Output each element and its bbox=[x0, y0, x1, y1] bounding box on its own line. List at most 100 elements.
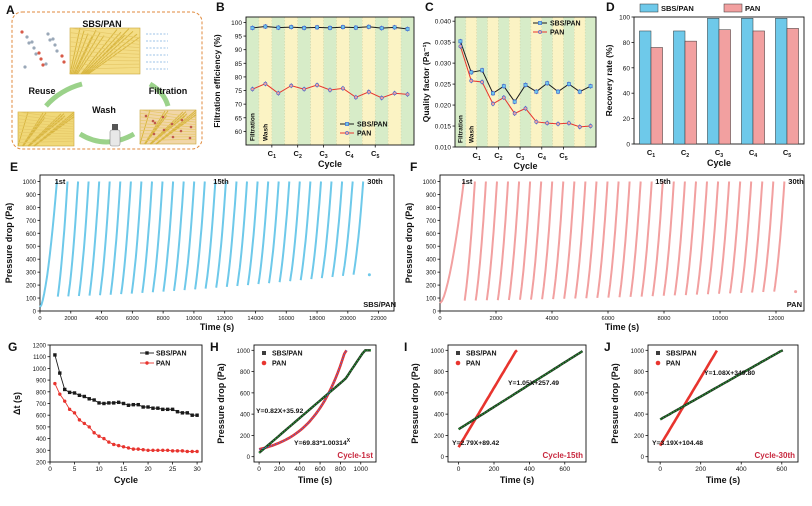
data-point bbox=[276, 91, 281, 96]
plot-frame bbox=[49, 344, 203, 463]
pressure-cycle-6 bbox=[99, 181, 111, 296]
fiber bbox=[17, 118, 75, 125]
left-membrane bbox=[17, 111, 75, 147]
band bbox=[349, 17, 363, 145]
pressure-cycle-22 bbox=[684, 181, 697, 296]
data-point bbox=[77, 418, 82, 422]
pressure-cycle-3 bbox=[67, 181, 80, 297]
cycle-subscript: 1 bbox=[478, 156, 481, 162]
data-point bbox=[501, 84, 506, 89]
cycle-subscript: 4 bbox=[754, 153, 757, 159]
band-label-wash: Wash bbox=[468, 126, 475, 143]
y-tick-label: 200 bbox=[26, 284, 37, 290]
fit-equation: Y=1.05X+257.49 bbox=[508, 380, 559, 387]
particle bbox=[153, 121, 157, 125]
x-tick-label: 0 bbox=[48, 466, 52, 473]
band bbox=[552, 17, 564, 147]
data-point bbox=[469, 70, 474, 75]
data-point bbox=[77, 393, 82, 398]
data-point bbox=[250, 87, 255, 92]
data-point bbox=[87, 397, 91, 401]
pressure-cycle-17 bbox=[629, 181, 642, 298]
data-point bbox=[112, 442, 116, 447]
pressure-cycle-13 bbox=[173, 181, 185, 292]
data-point bbox=[366, 24, 371, 29]
band bbox=[375, 17, 389, 145]
data-point bbox=[165, 448, 170, 452]
y-axis-title: Filtration efficiency (%) bbox=[212, 34, 222, 128]
cycle-letter: C bbox=[345, 149, 351, 158]
pressure-cycle-4 bbox=[77, 181, 90, 297]
x-axis-title: Cycle bbox=[318, 159, 342, 169]
pressure-cycle-28 bbox=[331, 181, 344, 278]
data-point bbox=[146, 448, 150, 452]
data-point bbox=[276, 25, 281, 30]
y-tick-label: 600 bbox=[26, 232, 37, 238]
panel-c-chart: C 0.010 0.015 0.020 0.025 0.030 0.035 0.040 Filt… bbox=[421, 0, 597, 171]
y-tick-label: 900 bbox=[36, 379, 47, 385]
data-point bbox=[556, 89, 560, 94]
fiber bbox=[17, 111, 75, 120]
cycle-letter: C bbox=[715, 148, 721, 157]
spray-nozzle bbox=[112, 124, 118, 130]
x-tick-label: 0 bbox=[438, 316, 441, 322]
data-point bbox=[534, 119, 539, 124]
pressure-cycle-26 bbox=[729, 181, 742, 294]
legend-label: PAN bbox=[745, 4, 760, 13]
pressure-cycle-14 bbox=[183, 181, 196, 291]
legend-label: SBS/PAN bbox=[550, 21, 581, 28]
band bbox=[246, 17, 259, 145]
pressure-cycle-9 bbox=[541, 181, 554, 300]
panel-letter: F bbox=[410, 160, 417, 174]
category-label: C4 bbox=[749, 148, 757, 159]
pressure-cycle-12 bbox=[574, 181, 587, 299]
particle bbox=[189, 125, 193, 129]
y-tick-label: 65 bbox=[235, 115, 243, 122]
y-tick-label: 800 bbox=[26, 206, 37, 212]
y-tick-label: 500 bbox=[426, 245, 437, 251]
data-point bbox=[458, 44, 463, 49]
pressure-cycle-23 bbox=[695, 181, 708, 295]
data-point bbox=[405, 92, 410, 97]
fiber bbox=[69, 46, 141, 52]
particle bbox=[20, 30, 24, 34]
sbs-pan-fit-line bbox=[458, 350, 583, 430]
wash-arrow bbox=[78, 131, 136, 145]
y-tick-label: 0.030 bbox=[435, 61, 452, 68]
particle bbox=[25, 35, 29, 39]
data-point bbox=[512, 111, 517, 116]
band bbox=[388, 17, 402, 145]
cycle-letter: C bbox=[538, 151, 544, 160]
x-tick-label: 4000 bbox=[546, 316, 559, 322]
cycle-letter: C bbox=[294, 149, 300, 158]
category-label: C1 bbox=[647, 148, 655, 159]
data-point bbox=[145, 351, 149, 355]
pressure-cycle-15 bbox=[607, 181, 620, 298]
y-tick-label: 400 bbox=[634, 413, 645, 419]
data-point bbox=[392, 25, 397, 30]
cycle-label: C1 bbox=[268, 149, 276, 160]
y-tick-label: 300 bbox=[26, 271, 37, 277]
fiber bbox=[69, 59, 141, 62]
cycle-annotation: 1st bbox=[55, 177, 66, 186]
y-tick-label: 1000 bbox=[423, 180, 437, 186]
y-tick-label: 40 bbox=[623, 91, 631, 98]
particle bbox=[27, 41, 31, 45]
legend-label: PAN bbox=[550, 30, 564, 37]
data-point bbox=[175, 449, 180, 453]
particle bbox=[161, 115, 165, 119]
x-axis-title: Time (s) bbox=[298, 475, 332, 485]
x-tick-label: 12000 bbox=[768, 316, 784, 322]
particle bbox=[179, 129, 183, 133]
panel-letter: C bbox=[425, 0, 434, 14]
x-tick-label: 400 bbox=[294, 466, 305, 473]
band bbox=[509, 17, 521, 147]
fiber bbox=[22, 117, 46, 147]
pressure-cycle-29 bbox=[762, 181, 775, 293]
x-tick-label: 0 bbox=[658, 466, 662, 473]
y-tick-label: 400 bbox=[426, 258, 437, 264]
legend-label: PAN bbox=[156, 361, 170, 368]
panel-j-chart: J 0 200 400 600 800 1000 0 200 400 600 Time (s) Pres… bbox=[604, 340, 799, 485]
